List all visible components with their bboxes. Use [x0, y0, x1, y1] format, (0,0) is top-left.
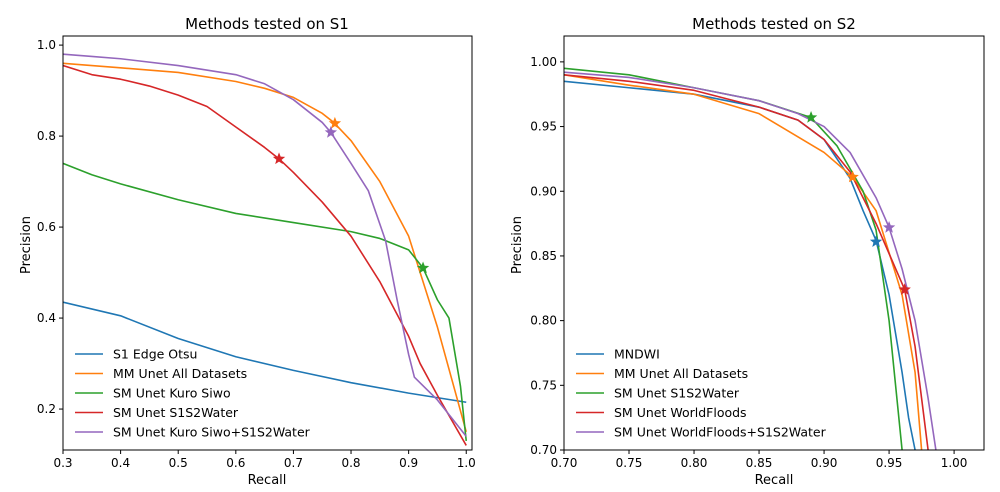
series-line-sm-unet-worldfloods-s1s2water: [564, 71, 937, 450]
y-tick-label: 0.85: [530, 249, 557, 263]
x-axis-label: Recall: [248, 473, 287, 488]
legend: MNDWI MM Unet All Datasets SM Unet S1S2Wat…: [576, 347, 827, 440]
series-marker-mm-unet-all-datasets: [846, 170, 859, 183]
x-axis-label: Recall: [755, 473, 794, 488]
series-marker-mm-unet-all-datasets: [328, 116, 342, 129]
legend-label: SM Unet S1S2Water: [614, 386, 740, 401]
plot-frame: [62, 35, 473, 451]
series-marker-sm-unet-worldfloods: [898, 283, 911, 295]
legend-label: MM Unet All Datasets: [113, 366, 247, 381]
series-line-mm-unet-all-datasets: [63, 62, 468, 433]
x-tick-label: 0.6: [226, 456, 245, 470]
legend-label: MM Unet All Datasets: [614, 366, 748, 381]
chart-panel-s2: Methods tested on S2 Recall Precision 0.…: [510, 15, 985, 488]
y-tick-label: 0.90: [530, 184, 557, 198]
legend-label: SM Unet Kuro Siwo+S1S2Water: [113, 425, 311, 440]
series-line-s1-edge-otsu: [63, 301, 467, 404]
x-tick-label: 0.90: [811, 456, 838, 470]
y-tick-label: 0.6: [37, 220, 56, 234]
x-tick-label: 0.8: [341, 456, 360, 470]
x-tick-label: 0.7: [284, 456, 303, 470]
legend-label: MNDWI: [614, 347, 660, 362]
x-tick-label: 0.9: [399, 456, 418, 470]
legend-label: S1 Edge Otsu: [113, 347, 197, 362]
series-marker-sm-unet-kuro-siwo: [416, 261, 430, 274]
legend: S1 Edge Otsu MM Unet All Datasets SM Unet …: [75, 347, 311, 440]
x-tick-label: 0.5: [169, 456, 188, 470]
series-marker-sm-unet-s1s2water: [804, 111, 818, 123]
legend-label: SM Unet WorldFloods+S1S2Water: [614, 425, 827, 440]
chart-panel-s1: Methods tested on S1 Recall Precision 0.…: [19, 15, 476, 488]
y-tick-label: 1.00: [530, 55, 557, 69]
y-tick-label: 0.4: [37, 311, 56, 325]
x-tick-label: 0.4: [111, 456, 130, 470]
chart-title: Methods tested on S1: [185, 15, 349, 33]
x-tick-label: 0.85: [746, 456, 773, 470]
x-tick-label: 0.95: [876, 456, 903, 470]
y-tick-label: 0.75: [530, 378, 557, 392]
y-axis-label: Precision: [510, 216, 525, 274]
series-line-mm-unet-all-datasets: [564, 74, 923, 450]
series-line-sm-unet-s1s2water: [564, 67, 903, 450]
series-marker-sm-unet-kuro-siwo-s1s2water: [324, 125, 338, 138]
legend-label: SM Unet S1S2Water: [113, 405, 239, 420]
y-tick-label: 1.0: [37, 38, 56, 52]
series-marker-sm-unet-worldfloods-s1s2water: [882, 220, 896, 233]
legend-label: SM Unet WorldFloods: [614, 405, 747, 420]
x-tick-label: 0.75: [616, 456, 643, 470]
y-tick-label: 0.70: [530, 443, 557, 457]
plot-frame: [563, 35, 985, 451]
series-lines: [564, 67, 937, 450]
x-tick-label: 0.3: [53, 456, 72, 470]
x-tick-label: 0.70: [551, 456, 578, 470]
series-lines: [63, 53, 468, 446]
x-tick-label: 0.80: [681, 456, 708, 470]
y-tick-label: 0.2: [37, 402, 56, 416]
series-marker-mndwi: [869, 235, 883, 247]
chart-title: Methods tested on S2: [692, 15, 856, 33]
series-line-sm-unet-kuro-siwo: [63, 162, 468, 441]
y-tick-label: 0.80: [530, 314, 557, 328]
x-tick-label: 1.00: [941, 456, 968, 470]
y-axis-label: Precision: [19, 216, 34, 274]
y-tick-label: 0.95: [530, 120, 557, 134]
x-tick-label: 1.0: [457, 456, 476, 470]
series-line-sm-unet-worldfloods: [564, 74, 929, 450]
y-tick-label: 0.8: [37, 129, 56, 143]
series-marker-sm-unet-s1s2water: [272, 152, 286, 165]
legend-label: SM Unet Kuro Siwo: [113, 386, 231, 401]
